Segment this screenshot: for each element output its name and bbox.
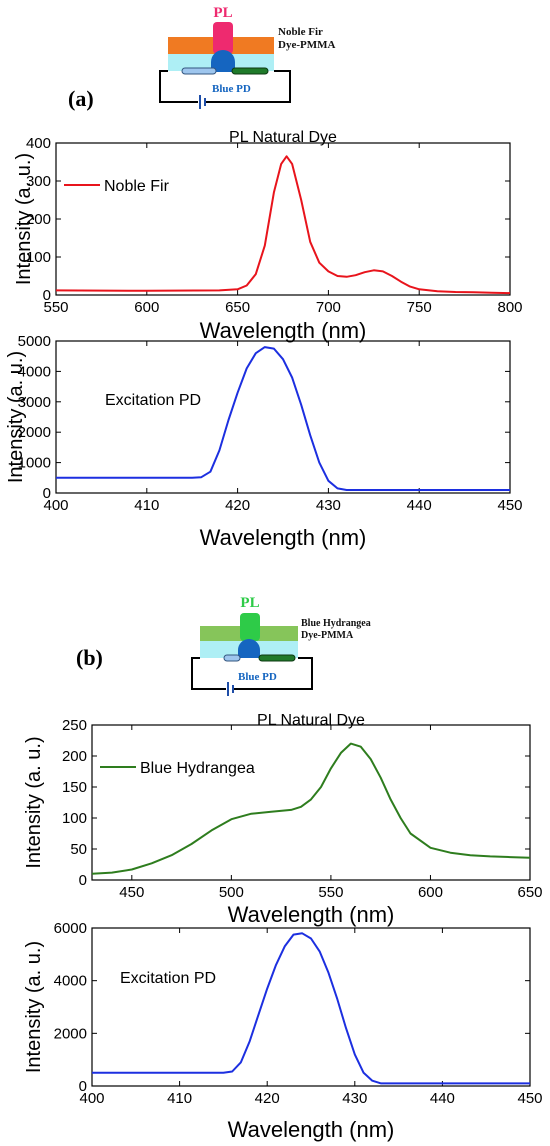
y-tick-label: 50 <box>70 841 87 858</box>
x-axis-label: Wavelength (nm) <box>228 902 395 927</box>
plot-frame <box>55 142 511 296</box>
pd-electrode-right <box>258 654 296 662</box>
x-tick-label: 420 <box>225 497 250 514</box>
x-axis-label: Wavelength (nm) <box>228 1117 395 1142</box>
film-label-1: Noble Fir <box>278 26 323 38</box>
panel-label-a: (a) <box>68 86 94 111</box>
pd-electrode-right <box>231 67 269 75</box>
pd-label: Blue PD <box>212 83 251 95</box>
device-diagram-a: PL Noble Fir Dye-PMMA Blue PD <box>159 5 335 109</box>
film-label-1: Blue Hydrangea <box>301 618 371 629</box>
chart-excitation-pd-b: 400 410 420 430 440 450 0 2000 4000 6000 Wavelengt… <box>23 920 543 1142</box>
x-tick-label: 600 <box>418 884 443 901</box>
y-tick-label: 4000 <box>54 973 87 990</box>
chart-annotation: Excitation PD <box>120 970 216 987</box>
film-label-2: Dye-PMMA <box>278 39 335 51</box>
legend-label: Blue Hydrangea <box>140 760 255 777</box>
pd-electrode-left <box>223 654 241 662</box>
series-line <box>92 932 530 1085</box>
y-tick-label: 6000 <box>54 920 87 937</box>
x-tick-label: 400 <box>43 497 68 514</box>
y-tick-label: 300 <box>26 173 51 190</box>
x-tick-label: 450 <box>497 497 522 514</box>
chart-title: PL Natural Dye <box>257 712 365 729</box>
legend-label: Noble Fir <box>104 178 170 195</box>
plot-frame <box>91 724 531 881</box>
x-tick-label: 550 <box>318 884 343 901</box>
x-tick-label: 430 <box>316 497 341 514</box>
blue-led-dome <box>211 50 235 72</box>
y-tick-label: 150 <box>62 779 87 796</box>
x-tick-label: 600 <box>134 299 159 316</box>
y-tick-label: 2000 <box>18 424 51 441</box>
y-tick-label: 250 <box>62 717 87 734</box>
panel-label-b: (b) <box>76 645 103 670</box>
plot-frame <box>91 927 531 1087</box>
x-axis-label: Wavelength (nm) <box>200 318 367 343</box>
y-tick-label: 200 <box>26 211 51 228</box>
x-tick-label: 430 <box>342 1090 367 1107</box>
y-axis-label: Intensity (a. u.) <box>13 153 35 285</box>
x-tick-label: 450 <box>517 1090 542 1107</box>
plot-frame <box>55 340 511 494</box>
y-axis-label: Intensity (a. u.) <box>23 736 45 868</box>
y-tick-label: 4000 <box>18 363 51 380</box>
x-tick-label: 650 <box>517 884 542 901</box>
chart-annotation: Excitation PD <box>105 392 201 409</box>
x-tick-label: 450 <box>119 884 144 901</box>
x-tick-label: 750 <box>407 299 432 316</box>
x-tick-label: 650 <box>225 299 250 316</box>
device-diagram-b: PL Blue Hydrangea Dye-PMMA Blue PD <box>191 595 371 696</box>
x-tick-label: 500 <box>219 884 244 901</box>
pl-emission-beam <box>240 613 260 641</box>
y-tick-label: 400 <box>26 135 51 152</box>
x-axis-label: Wavelength (nm) <box>200 525 367 550</box>
x-tick-label: 550 <box>43 299 68 316</box>
pd-label: Blue PD <box>238 671 277 683</box>
circuit-wire <box>191 657 313 690</box>
chart-title: PL Natural Dye <box>229 129 337 146</box>
series-line <box>56 346 510 491</box>
pd-electrode-left <box>181 67 217 75</box>
y-tick-label: 2000 <box>54 1025 87 1042</box>
y-tick-label: 0 <box>43 485 51 502</box>
y-tick-label: 0 <box>43 287 51 304</box>
x-tick-label: 410 <box>134 497 159 514</box>
chart-pl-noble-fir: 550 600 650 700 750 800 0 100 200 300 400 Wavelengt… <box>13 129 523 343</box>
y-tick-label: 1000 <box>18 455 51 472</box>
pl-emission-beam <box>213 22 233 54</box>
x-tick-label: 700 <box>316 299 341 316</box>
x-tick-label: 440 <box>407 497 432 514</box>
series-line <box>91 742 531 875</box>
y-tick-label: 100 <box>26 249 51 266</box>
y-tick-label: 0 <box>79 872 87 889</box>
y-axis-label: Intensity (a. u.) <box>5 351 27 483</box>
y-tick-label: 200 <box>62 748 87 765</box>
x-tick-label: 410 <box>167 1090 192 1107</box>
circuit-wire <box>159 70 291 103</box>
y-tick-label: 100 <box>62 810 87 827</box>
chart-excitation-pd-a: 400 410 420 430 440 450 0 1000 2000 3000 4000 5000 W… <box>5 333 523 550</box>
pl-label: PL <box>240 595 259 611</box>
blue-led-dome <box>238 639 260 658</box>
x-tick-label: 400 <box>79 1090 104 1107</box>
pl-label: PL <box>213 5 232 21</box>
x-tick-label: 420 <box>255 1090 280 1107</box>
y-tick-label: 0 <box>79 1078 87 1095</box>
series-line <box>55 155 511 295</box>
x-tick-label: 800 <box>497 299 522 316</box>
film-label-2: Dye-PMMA <box>301 630 354 641</box>
x-tick-label: 440 <box>430 1090 455 1107</box>
chart-pl-blue-hydrangea: 450 500 550 600 650 0 50 100 150 200 250 Wavelength… <box>23 712 543 927</box>
y-tick-label: 3000 <box>18 394 51 411</box>
y-axis-label: Intensity (a. u.) <box>23 941 45 1073</box>
y-tick-label: 5000 <box>18 333 51 350</box>
